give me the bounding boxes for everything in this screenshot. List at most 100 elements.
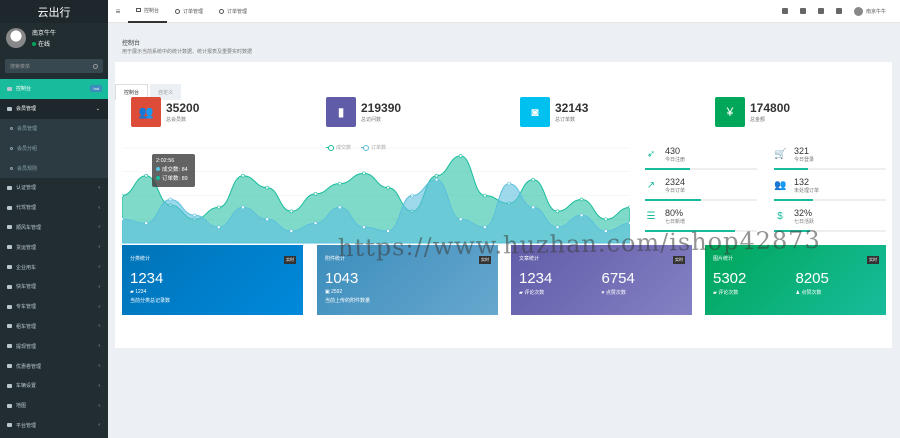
sidebar-item-members[interactable]: 会员管理 ⌄	[0, 98, 108, 119]
data-point[interactable]	[628, 221, 631, 226]
data-point[interactable]	[265, 217, 269, 222]
stat-value: 32143	[555, 101, 589, 115]
menu-toggle-icon[interactable]: ≡	[115, 6, 121, 16]
panel-label-text: 评论次数	[718, 290, 739, 296]
sidebar-item-withdraw[interactable]: 提现管理 ‹	[0, 336, 108, 356]
realtime-badge: 实时	[284, 256, 296, 264]
data-point[interactable]	[122, 193, 124, 198]
panel-label-text: 点赞次数	[605, 290, 626, 296]
data-point[interactable]	[531, 177, 536, 182]
data-point[interactable]	[434, 173, 439, 178]
data-point[interactable]	[289, 229, 294, 233]
sidebar-item-coupon[interactable]: 优惠卷管理 ‹	[0, 356, 108, 376]
data-point[interactable]	[313, 221, 318, 226]
heart-icon: ♥	[601, 290, 606, 296]
hot-badge: hot	[90, 85, 102, 93]
trash-icon[interactable]	[799, 8, 806, 14]
data-point[interactable]	[579, 213, 584, 218]
panel-label: ▰ 评论次数	[713, 289, 796, 296]
list-icon	[7, 304, 12, 309]
tab-dashboard[interactable]: 控制台	[128, 0, 168, 23]
topbar-user-menu[interactable]: 南京牛牛	[853, 6, 886, 16]
sidebar-item-rental[interactable]: 租车管理 ‹	[0, 317, 108, 337]
subtab-dashboard[interactable]: 控制台	[115, 84, 149, 100]
menu-search-input[interactable]: 搜索菜单	[5, 59, 103, 73]
sidebar-item-express[interactable]: 快车管理 ‹	[0, 277, 108, 297]
data-point[interactable]	[265, 185, 269, 190]
data-point[interactable]	[579, 197, 584, 202]
sidebar-item-platform[interactable]: 平台管理 ‹	[0, 416, 108, 436]
data-point[interactable]	[144, 221, 148, 226]
panel-value: 1234	[519, 270, 553, 287]
sidebar-item-carpool[interactable]: 顺风车管理 ‹	[0, 218, 108, 238]
data-point[interactable]	[168, 197, 173, 202]
mini-stat-new: ☰ 80% 七日新增	[645, 205, 757, 232]
data-point[interactable]	[507, 181, 511, 186]
data-point[interactable]	[216, 225, 221, 229]
chevron-left-icon: ‹	[98, 224, 100, 231]
progress-bar	[645, 199, 757, 201]
series-area[interactable]	[122, 179, 630, 244]
stat-label: 总订单数	[555, 117, 576, 123]
data-point[interactable]	[386, 229, 390, 233]
sidebar-item-vehicle[interactable]: 车辆设置 ‹	[0, 376, 108, 396]
language-icon[interactable]	[817, 8, 824, 14]
data-point[interactable]	[362, 171, 366, 176]
data-point[interactable]	[458, 154, 463, 158]
fullscreen-icon[interactable]	[835, 8, 842, 14]
data-point[interactable]	[289, 209, 294, 214]
area-chart[interactable]: 1:542:02:58	[122, 143, 630, 253]
chevron-left-icon: ‹	[98, 303, 100, 310]
data-point[interactable]	[458, 217, 463, 222]
sidebar-item-map[interactable]: 地图 ‹	[0, 396, 108, 416]
list-icon	[7, 265, 12, 270]
sidebar-item-dashboard[interactable]: 控制台 hot	[0, 79, 108, 99]
avatar[interactable]	[6, 28, 26, 48]
data-point[interactable]	[241, 205, 245, 210]
circle-icon	[175, 8, 181, 14]
data-point[interactable]	[144, 173, 148, 178]
user-name: 南京牛牛	[32, 31, 57, 37]
data-point[interactable]	[434, 177, 439, 182]
tab-orders-1[interactable]: 订单管理	[167, 0, 211, 23]
data-point[interactable]	[410, 193, 415, 198]
sidebar-item-enterprise[interactable]: 企业用车 ‹	[0, 257, 108, 277]
mini-label: 今日订单	[665, 187, 686, 194]
sidebar-subitem-member-group[interactable]: 会员分组	[0, 138, 108, 159]
data-point[interactable]	[192, 213, 197, 218]
data-point[interactable]	[555, 225, 560, 229]
users-icon: 👥	[131, 97, 161, 127]
data-point[interactable]	[628, 205, 631, 210]
data-point[interactable]	[604, 217, 608, 222]
data-point[interactable]	[555, 209, 560, 214]
data-point[interactable]	[216, 205, 221, 210]
data-point[interactable]	[313, 192, 318, 196]
progress-bar	[774, 199, 886, 201]
progress-bar	[774, 230, 886, 232]
data-point[interactable]	[337, 181, 342, 186]
tab-orders-2[interactable]: 订单管理	[211, 0, 255, 23]
sidebar-item-label: 企业用车	[16, 264, 37, 271]
sidebar-item-freight[interactable]: 货运管理 ‹	[0, 237, 108, 257]
sidebar-item-driver[interactable]: 代驾管理 ‹	[0, 198, 108, 218]
home-icon[interactable]	[781, 8, 788, 14]
data-point[interactable]	[337, 205, 342, 210]
subtab-custom[interactable]: 自定义	[150, 84, 182, 100]
sidebar-menu: 控制台 hot 会员管理 ⌄ 会员管理 会员分组 会员规则 认证管理 ‹ 代驾管理 ‹ …	[0, 79, 108, 435]
legend-item[interactable]: 订单数	[361, 144, 386, 151]
sidebar-item-auth[interactable]: 认证管理 ‹	[0, 178, 108, 198]
data-point[interactable]	[483, 225, 487, 229]
data-point[interactable]	[362, 225, 366, 229]
sidebar-subitem-member-manage[interactable]: 会员管理	[0, 118, 108, 139]
data-point[interactable]	[531, 205, 536, 210]
legend-item[interactable]: 成交数	[326, 144, 351, 151]
sidebar-subitem-member-rule[interactable]: 会员规则	[0, 158, 108, 178]
search-icon[interactable]	[93, 63, 98, 69]
data-point[interactable]	[483, 193, 487, 198]
data-point[interactable]	[122, 217, 124, 222]
data-point[interactable]	[604, 229, 608, 233]
sidebar-item-premium[interactable]: 专车管理 ‹	[0, 297, 108, 317]
data-point[interactable]	[386, 185, 390, 190]
data-point[interactable]	[241, 173, 245, 178]
brand-logo[interactable]: 云出行	[0, 0, 108, 23]
